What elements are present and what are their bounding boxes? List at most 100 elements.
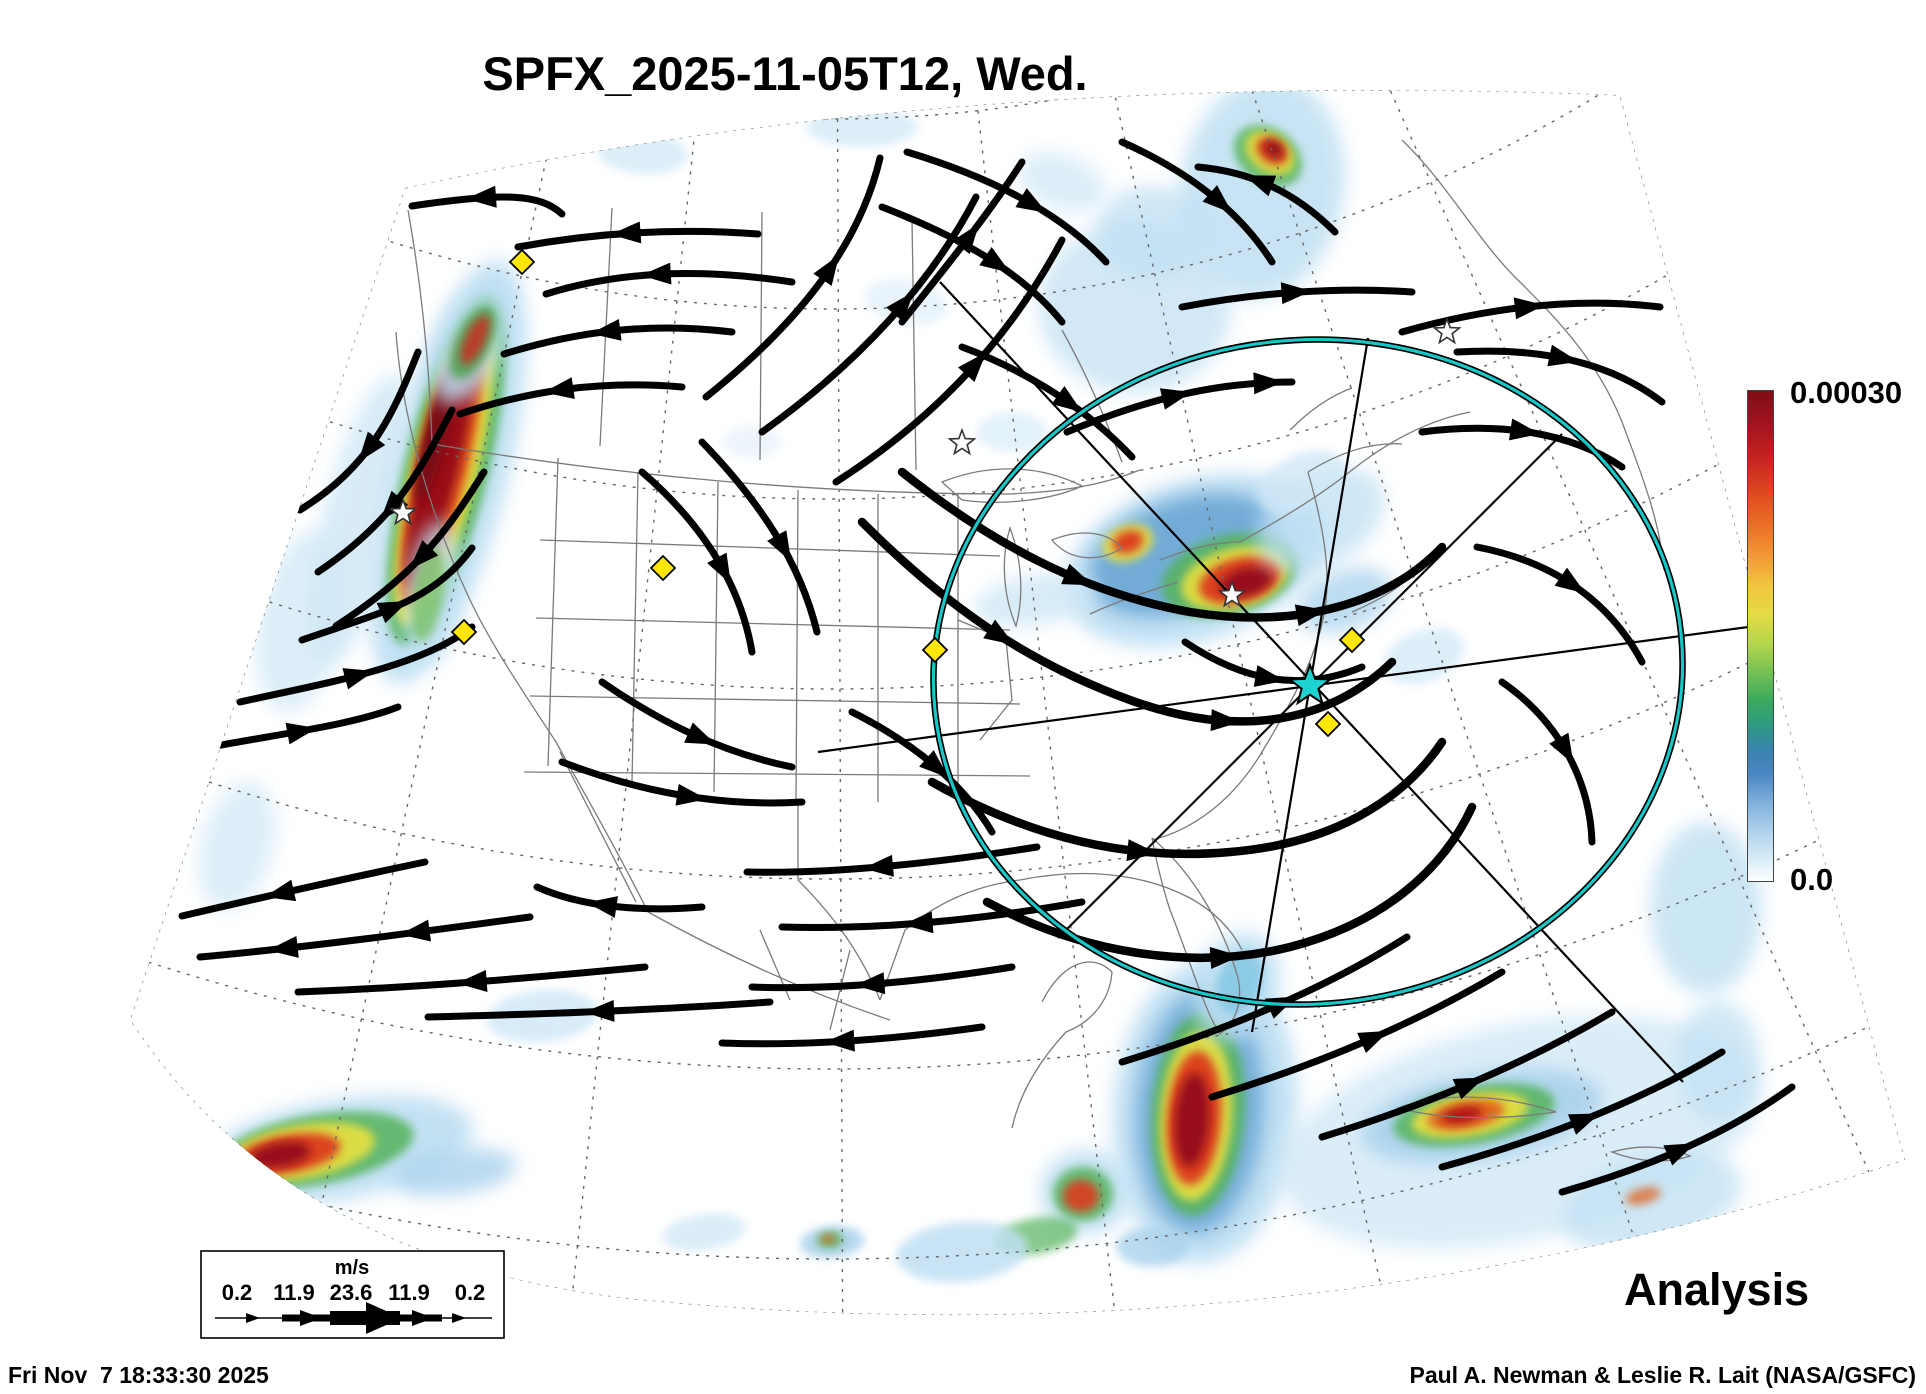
station-diamond-marker xyxy=(1338,626,1366,654)
legend-wind-arrow-glyph xyxy=(215,1302,492,1334)
streamline-arrowhead xyxy=(1210,709,1242,732)
streamline-arrowhead xyxy=(1663,1143,1696,1166)
streamline-arrowhead xyxy=(675,783,707,806)
wind-streamline xyxy=(598,678,796,771)
streamline-arrowhead xyxy=(1209,946,1241,969)
streamline-arrowhead xyxy=(952,223,980,255)
streamline-arrowhead xyxy=(264,879,297,902)
geo-border xyxy=(1307,443,1403,473)
concentration-blob xyxy=(404,345,476,587)
geo-border xyxy=(911,219,917,471)
streamline-arrowhead xyxy=(919,750,949,779)
wind-streamline xyxy=(408,193,566,218)
station-diamond-marker xyxy=(450,618,478,646)
streamline-arrowhead xyxy=(358,431,386,463)
streamline-arrowhead xyxy=(376,601,409,624)
geo-border xyxy=(407,209,433,445)
streamline-arrowhead xyxy=(1280,282,1312,305)
geo-border xyxy=(1239,411,1471,543)
geo-border xyxy=(395,331,649,913)
concentration-blob xyxy=(1650,822,1762,994)
streamline-arrowhead xyxy=(543,377,575,399)
streamline-arrowhead xyxy=(1253,372,1284,395)
geo-border xyxy=(759,211,763,461)
station-diamond-marker xyxy=(1314,710,1342,738)
graticule-meridian xyxy=(831,90,1302,1316)
geo-border xyxy=(1159,541,1241,561)
wind-streamline xyxy=(638,468,756,656)
concentration-blob xyxy=(255,531,345,713)
streamline-arrowhead xyxy=(902,911,934,934)
streamline-arrowhead xyxy=(1508,418,1541,441)
concentration-blob xyxy=(393,1147,517,1197)
map-domain-boundary xyxy=(130,90,1905,1316)
wind-streamline xyxy=(927,737,1447,859)
geo-border xyxy=(1289,387,1353,431)
concentration-blob xyxy=(198,781,276,911)
streamline-arrowhead xyxy=(1061,563,1094,586)
geo-border xyxy=(795,489,799,801)
ring-center-star-marker xyxy=(1287,662,1333,706)
geo-border xyxy=(631,471,639,783)
streamline-arrowhead xyxy=(584,999,615,1022)
graticule-parallel xyxy=(130,90,1905,880)
streamline-arrowhead xyxy=(409,540,439,570)
geo-border xyxy=(1401,139,1665,571)
wind-streamline xyxy=(314,406,456,576)
wind-streamline xyxy=(1118,933,1411,1066)
streamline-arrowhead xyxy=(267,936,299,958)
wind-speed-legend: m/s 0.2 11.9 23.6 11.9 0.2 xyxy=(200,1250,505,1339)
streamline-arrowhead xyxy=(684,722,717,745)
page-title: SPFX_2025-11-05T12, Wed. xyxy=(482,47,1088,100)
concentration-blob xyxy=(1264,140,1284,158)
streamline-arrowhead xyxy=(399,919,431,942)
station-diamond-marker xyxy=(649,554,677,582)
wind-streamline xyxy=(533,883,706,913)
streamline-arrowhead xyxy=(707,552,731,585)
concentration-blob xyxy=(976,412,1048,452)
concentration-blob xyxy=(1625,1186,1661,1206)
streamline-arrowhead xyxy=(1202,185,1233,214)
concentration-blob xyxy=(1258,450,1346,514)
streamline-arrowhead xyxy=(813,254,840,286)
streamline-arrowhead xyxy=(886,291,914,322)
concentration-blob xyxy=(821,1235,835,1243)
streamline-arrowhead xyxy=(1294,604,1327,627)
geo-border xyxy=(1050,532,1123,559)
graticule-parallel xyxy=(130,90,1905,690)
concentration-blob xyxy=(1063,1180,1099,1212)
concentration-blob xyxy=(806,107,918,147)
legend-value: 0.2 xyxy=(455,1280,486,1305)
wind-streamline xyxy=(196,913,534,961)
graticule-parallel xyxy=(130,90,1905,120)
graticule-parallel xyxy=(130,90,1905,310)
concentration-blob xyxy=(1174,1073,1210,1167)
wind-streamline xyxy=(702,154,884,401)
city-star-marker xyxy=(1217,579,1247,608)
geo-border xyxy=(1609,1146,1692,1162)
wind-streamline xyxy=(897,467,1447,622)
wind-streamline xyxy=(857,517,1397,726)
concentration-blob xyxy=(1096,186,1208,278)
concentration-blob xyxy=(1017,151,1107,213)
concentration-blob xyxy=(411,546,445,642)
wind-streamline xyxy=(848,708,996,836)
streamline-arrowhead xyxy=(1513,297,1545,320)
streamline-arrowhead xyxy=(466,185,497,208)
credit-text: Paul A. Newman & Leslie R. Lait (NASA/GS… xyxy=(1409,1362,1916,1388)
analysis-mode-label: Analysis xyxy=(1624,1264,1810,1315)
colorbar-min-label: 0.0 xyxy=(1790,862,1834,897)
geo-border xyxy=(539,539,1001,557)
concentration-blob xyxy=(1441,1106,1483,1124)
city-star-marker xyxy=(947,427,977,456)
geo-border xyxy=(957,619,1013,741)
range-ring xyxy=(931,337,1685,1007)
geo-border xyxy=(1041,961,1113,1033)
wind-streamline xyxy=(698,438,821,636)
geo-border xyxy=(1151,837,1241,1035)
legend-value: 0.2 xyxy=(222,1280,253,1305)
legend-units-label: m/s xyxy=(335,1257,369,1279)
geo-border xyxy=(1019,872,1243,951)
